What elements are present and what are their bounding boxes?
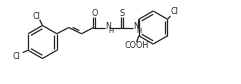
Text: Cl: Cl (33, 12, 40, 21)
Text: H: H (136, 28, 141, 34)
Text: Cl: Cl (13, 52, 21, 61)
Text: H: H (108, 28, 114, 34)
Text: O: O (91, 9, 98, 18)
Text: N: N (133, 22, 139, 31)
Text: Cl: Cl (170, 7, 178, 16)
Text: N: N (105, 22, 111, 31)
Text: COOH: COOH (124, 41, 149, 50)
Text: S: S (120, 9, 125, 18)
